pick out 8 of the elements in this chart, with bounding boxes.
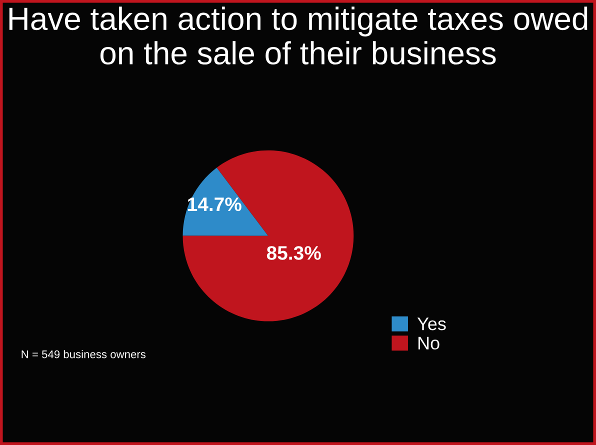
legend-label: Yes (417, 318, 446, 330)
data-label: 14.7% (188, 197, 242, 212)
chart-title: Have taken action to mitigate taxes owed on the sale of their business (9, 6, 588, 65)
text: N = 549 business owners (22, 350, 146, 358)
legend-label: No (418, 336, 440, 350)
data-label: 85.3% (266, 246, 321, 260)
pie-slice (182, 168, 268, 236)
pie-slice (182, 150, 354, 322)
